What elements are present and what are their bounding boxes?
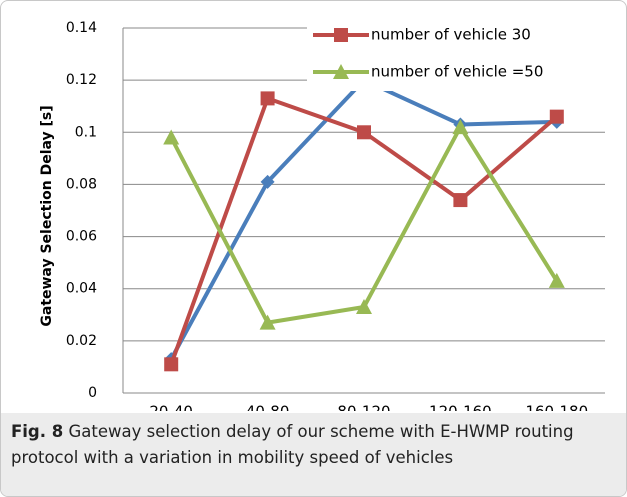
marker [334,28,348,42]
marker [548,272,565,288]
y-axis-label: Gateway Selection Delay [s] [39,105,55,326]
caption: Fig. 8 Gateway selection delay of our sc… [1,413,626,496]
x-tick-label: 40-80 [246,403,290,412]
marker [333,64,349,79]
legend-label: number of vehicle =50 [371,63,543,81]
y-tick-label: 0.1 [75,124,97,140]
marker [549,109,564,124]
chart: Gateway Selection Delay [s] 0 0.02 0.04 0.0… [39,15,615,412]
caption-label: Fig. 8 [11,422,64,441]
marker [356,298,372,314]
x-tick-label: 20-40 [149,403,193,412]
x-tick-label: 80-120 [337,403,390,412]
y-tick-label: 0.06 [66,229,97,245]
y-tick-label: 0 [88,385,97,401]
x-tick-label: 160-180 [525,403,588,412]
y-tick-label: 0.02 [66,333,97,349]
marker [453,193,468,208]
marker [164,357,179,372]
y-tick-label: 0.04 [66,281,97,297]
marker [357,125,371,140]
y-tick-label: 0.14 [66,20,97,36]
x-tick-label: 120-160 [429,403,492,412]
marker [163,129,180,145]
y-tick-label: 0.08 [66,176,97,192]
y-tick-label: 0.12 [66,72,97,88]
marker [260,174,275,189]
marker [259,314,276,330]
legend-label: number of vehicle 30 [371,26,531,44]
marker [260,91,275,106]
series-line [169,78,557,361]
caption-text: Gateway selection delay of our scheme wi… [11,422,574,467]
marker [452,119,469,135]
series-line [169,125,559,325]
legend-box [307,15,615,91]
